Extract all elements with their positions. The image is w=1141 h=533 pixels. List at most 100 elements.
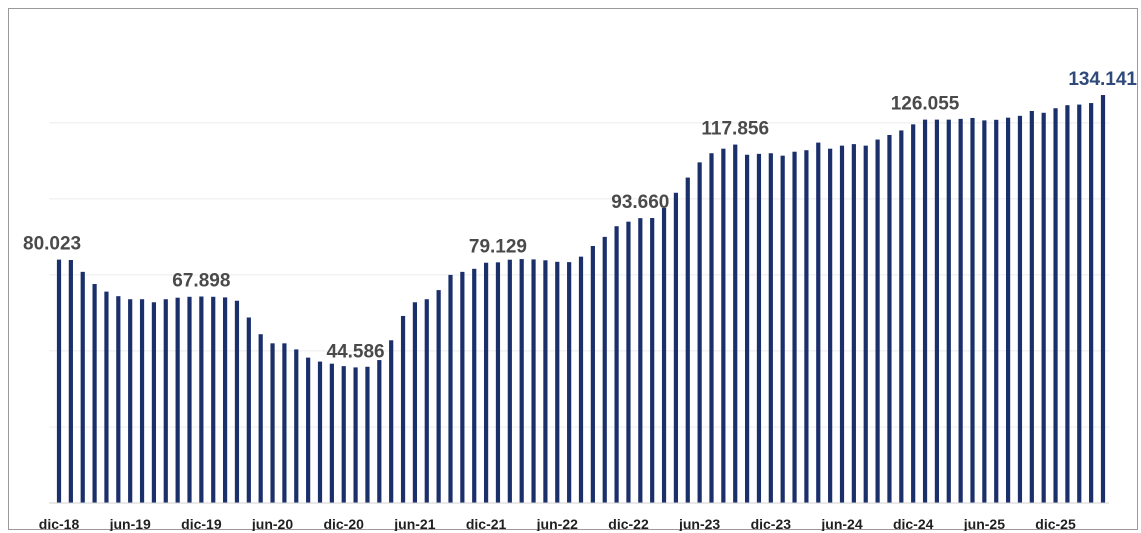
data-label: 67.898 (172, 271, 230, 292)
bar (258, 334, 263, 503)
bar (519, 259, 524, 503)
x-tick-label: dic-19 (181, 516, 222, 531)
bar (472, 268, 477, 503)
bar (828, 148, 833, 503)
bar (222, 297, 228, 503)
bar (507, 259, 512, 503)
bar (436, 290, 441, 503)
bar (1100, 95, 1106, 503)
bar (792, 151, 797, 503)
bar (389, 340, 394, 503)
bar (839, 145, 845, 503)
bar (1089, 103, 1094, 503)
bar (448, 274, 453, 503)
bar (768, 153, 773, 504)
bar (56, 259, 62, 503)
data-label: 44.586 (327, 341, 385, 362)
x-tick-label: jun-22 (536, 516, 578, 531)
bar (958, 118, 963, 504)
bar (329, 363, 334, 503)
bar (756, 153, 762, 503)
bar (934, 119, 940, 504)
bar (306, 357, 311, 503)
data-label: 80.023 (23, 234, 81, 255)
bar (1065, 105, 1070, 503)
bar (567, 262, 572, 503)
x-tick-label: jun-24 (820, 516, 862, 531)
bar (128, 299, 133, 503)
bar (211, 296, 216, 503)
bar (804, 150, 809, 503)
bar (638, 218, 643, 503)
bar (863, 145, 868, 503)
x-tick-label: dic-20 (323, 516, 364, 531)
bar (994, 119, 999, 503)
bar (377, 360, 382, 503)
bar (661, 207, 667, 504)
bar (1029, 110, 1034, 503)
bar (199, 296, 204, 503)
bar (187, 296, 192, 503)
bar (911, 124, 916, 503)
bar (92, 284, 97, 503)
bar (650, 218, 655, 503)
bar (721, 148, 726, 503)
bar (590, 246, 595, 503)
bar (816, 142, 821, 503)
bar (80, 271, 85, 503)
data-labels: 80.023 67.898 44.586 79.129 93.660 117.856 126… (23, 69, 1137, 362)
bar (495, 262, 501, 503)
data-label: 117.856 (701, 119, 769, 140)
bar (626, 221, 631, 504)
bar (365, 366, 370, 503)
bar (139, 299, 145, 503)
bar (543, 260, 548, 503)
bar (246, 317, 251, 503)
bar (1017, 115, 1023, 503)
bar (970, 117, 975, 504)
bar (780, 155, 785, 504)
data-label: 126.055 (891, 94, 960, 115)
bar (744, 154, 750, 503)
x-tick-label: jun-21 (393, 516, 435, 531)
x-tick-label: dic-21 (466, 516, 507, 531)
bar (1077, 104, 1082, 503)
bar (294, 349, 299, 503)
x-tick-label: dic-25 (1035, 516, 1076, 531)
bar (673, 192, 679, 503)
bar (424, 299, 429, 503)
x-axis-ticks: dic-18 jun-19 dic-19 jun-20 dic-20 jun-21 dic-… (39, 516, 1076, 531)
bar (317, 361, 323, 503)
bar (851, 144, 856, 503)
bar (887, 134, 892, 503)
bar (412, 302, 418, 503)
x-tick-label: dic-22 (608, 516, 649, 531)
bar (163, 299, 168, 503)
x-tick-label: dic-24 (893, 516, 934, 531)
bar (353, 367, 358, 503)
x-tick-label: jun-25 (963, 516, 1005, 531)
x-tick-label: jun-19 (109, 516, 151, 531)
bar (175, 297, 180, 503)
data-label: 93.660 (611, 192, 669, 213)
bar (875, 139, 880, 503)
bar (68, 259, 73, 503)
data-label: 79.129 (469, 236, 527, 257)
bar (460, 271, 465, 503)
bar (483, 262, 489, 503)
bar (578, 256, 584, 503)
bar (685, 177, 690, 503)
x-tick-label: jun-23 (678, 516, 720, 531)
bars (56, 95, 1106, 504)
bar (400, 315, 406, 503)
bar (899, 130, 904, 503)
bar (151, 302, 157, 503)
bar (234, 300, 240, 503)
bar (733, 144, 738, 503)
bar (555, 261, 560, 503)
bar (1005, 117, 1011, 503)
bar (270, 343, 275, 503)
bar (104, 291, 109, 503)
bar (531, 259, 536, 503)
bar (697, 162, 702, 503)
